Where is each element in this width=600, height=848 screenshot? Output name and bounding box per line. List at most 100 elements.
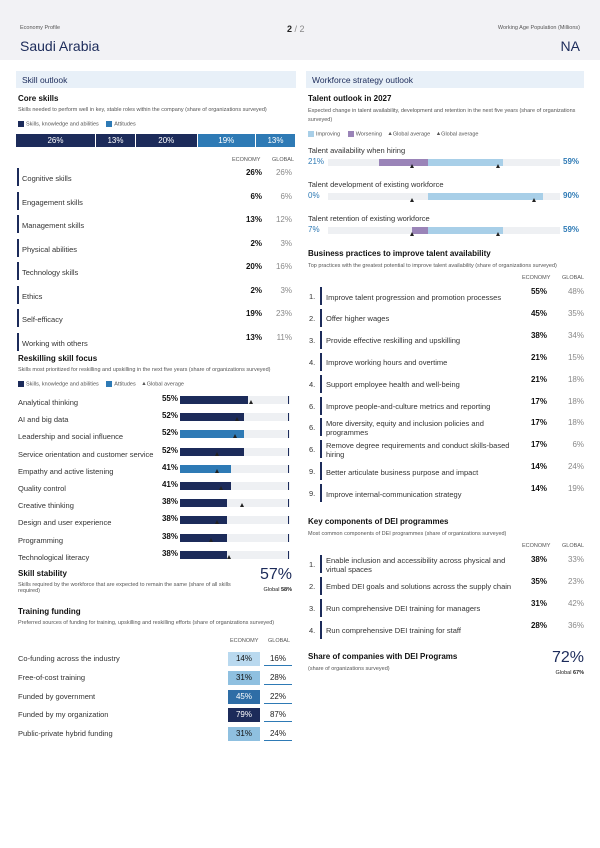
talent-improving-bar bbox=[427, 227, 504, 234]
core-skill-economy-value: 13% bbox=[245, 215, 262, 224]
reskilling-skill-name: Analytical thinking bbox=[18, 398, 79, 407]
dei-marker bbox=[320, 555, 322, 573]
reskilling-end-tick bbox=[288, 413, 289, 422]
talent-outlook-title: Talent outlook in 2027 bbox=[308, 94, 392, 103]
stack-segment: 26% bbox=[16, 134, 96, 147]
page-title: Saudi Arabia bbox=[20, 38, 100, 54]
legend-attitudes-swatch bbox=[106, 121, 113, 127]
practice-economy-value: 21% bbox=[530, 374, 547, 384]
talent-improving-bar bbox=[427, 193, 543, 200]
practice-economy-value: 17% bbox=[530, 418, 547, 428]
reskilling-value-label: 38% bbox=[161, 531, 178, 541]
stack-segment: 19% bbox=[197, 134, 256, 147]
reskilling-skill-name: AI and big data bbox=[18, 415, 69, 425]
reskilling-value-label: 52% bbox=[161, 428, 178, 438]
practice-marker bbox=[320, 440, 322, 459]
practice-global-value: 6% bbox=[572, 440, 584, 450]
core-skill-economy-value: 26% bbox=[245, 168, 262, 177]
core-skills-stacked-bar: 26% 13% 20% 19% 13% bbox=[16, 134, 296, 147]
legend-worsening-label: Worsening bbox=[355, 131, 382, 138]
reskilling-bar bbox=[180, 516, 227, 525]
practice-global-value: 48% bbox=[567, 287, 584, 296]
reskilling-global-marker bbox=[214, 468, 219, 473]
core-row-marker bbox=[17, 238, 19, 257]
reskilling-bar bbox=[180, 447, 245, 456]
core-skill-name: Ethics bbox=[22, 291, 43, 301]
dei-global-value: 33% bbox=[567, 555, 584, 564]
reskilling-track bbox=[180, 464, 290, 473]
reskilling-global-marker bbox=[218, 486, 223, 490]
legend-r-global-marker: ▲ bbox=[141, 381, 147, 388]
core-skill-global-value: 23% bbox=[275, 309, 292, 318]
funding-economy-cell: 79% bbox=[228, 708, 260, 723]
stack-segment: 20% bbox=[136, 134, 198, 147]
practice-marker bbox=[320, 308, 322, 327]
page-indicator: 2 / 2 bbox=[287, 24, 305, 34]
core-col-economy: ECONOMY bbox=[232, 157, 261, 163]
reskilling-end-tick bbox=[288, 464, 289, 473]
talent-legend: Improving Worsening ▲Global average ▲Glo… bbox=[308, 131, 478, 137]
reskilling-legend: Skills, knowledge and abilities Attitude… bbox=[18, 381, 184, 387]
core-skill-name: Management skills bbox=[22, 221, 85, 230]
practice-name: Improve internal-communication strategy bbox=[326, 489, 462, 499]
core-skills-title: Core skills bbox=[18, 94, 59, 103]
legend-skills-label: Skills, knowledge and abilities bbox=[26, 121, 99, 128]
practice-global-value: 18% bbox=[567, 396, 584, 406]
reskilling-end-tick bbox=[288, 533, 289, 542]
practice-marker bbox=[320, 352, 322, 371]
header-population-label: Working Age Population (Millions) bbox=[497, 25, 580, 31]
talent-worsening-value: 7% bbox=[308, 225, 320, 234]
core-skill-global-value: 26% bbox=[275, 168, 292, 177]
reskilling-global-marker bbox=[234, 417, 239, 422]
legend-global-1-label: Global average bbox=[392, 131, 431, 138]
legend-skills-swatch bbox=[18, 121, 24, 127]
population-value: NA bbox=[560, 38, 580, 54]
talent-worsening-value: 0% bbox=[308, 191, 320, 200]
dei-desc: Most common components of DEI programmes… bbox=[308, 531, 507, 537]
reskilling-track bbox=[180, 482, 290, 490]
talent-worsening-bar bbox=[411, 227, 428, 234]
dei-share-value: 72% bbox=[551, 649, 584, 666]
practice-economy-value: 45% bbox=[530, 308, 547, 318]
practice-rank: 6. bbox=[309, 401, 316, 411]
practice-name: Offer higher wages bbox=[326, 314, 390, 324]
practice-rank: 1. bbox=[309, 292, 316, 301]
talent-row-name: Talent development of existing workforce bbox=[308, 180, 444, 189]
reskilling-end-tick bbox=[288, 430, 289, 439]
practice-marker bbox=[320, 484, 322, 503]
share-global-value: 67% bbox=[572, 670, 584, 676]
reskilling-end-tick bbox=[288, 550, 289, 559]
funding-global-cell: 87% bbox=[264, 708, 292, 723]
core-col-global: GLOBAL bbox=[272, 157, 295, 163]
practice-economy-value: 38% bbox=[530, 330, 547, 340]
practice-name: Provide effective reskilling and upskill… bbox=[326, 336, 461, 346]
reskilling-bar bbox=[180, 533, 227, 542]
talent-improving-value: 59% bbox=[563, 157, 580, 166]
practice-rank: 3. bbox=[309, 335, 316, 345]
practice-rank: 2. bbox=[309, 313, 316, 323]
section-workforce-strategy: Workforce strategy outlook bbox=[306, 71, 584, 88]
core-row-marker bbox=[17, 332, 19, 351]
reskilling-bar bbox=[180, 396, 248, 404]
core-skill-global-value: 6% bbox=[280, 191, 292, 201]
reskilling-bar bbox=[180, 499, 227, 508]
legend-worsening-swatch bbox=[347, 131, 354, 137]
core-skill-economy-value: 6% bbox=[250, 191, 262, 201]
core-legend: Skills, knowledge and abilities Attitude… bbox=[18, 121, 136, 127]
core-skill-name: Self-efficacy bbox=[22, 315, 63, 324]
reskilling-end-tick bbox=[288, 396, 289, 404]
reskilling-bar bbox=[180, 464, 231, 473]
reskilling-bar bbox=[180, 413, 245, 422]
dei-col-economy: ECONOMY bbox=[522, 543, 551, 549]
dei-rank: 1. bbox=[309, 560, 316, 569]
dei-economy-value: 35% bbox=[530, 576, 547, 586]
core-skill-global-value: 3% bbox=[280, 238, 292, 248]
stack-segment: 13% bbox=[255, 134, 296, 147]
legend-global-1-marker: ▲ bbox=[387, 131, 393, 138]
practices-col-economy: ECONOMY bbox=[522, 275, 551, 281]
core-row-marker bbox=[17, 191, 19, 210]
practice-marker bbox=[320, 330, 322, 349]
reskilling-skill-name: Creative thinking bbox=[18, 501, 74, 511]
dei-global-value: 42% bbox=[567, 598, 584, 608]
practice-marker bbox=[320, 287, 322, 305]
